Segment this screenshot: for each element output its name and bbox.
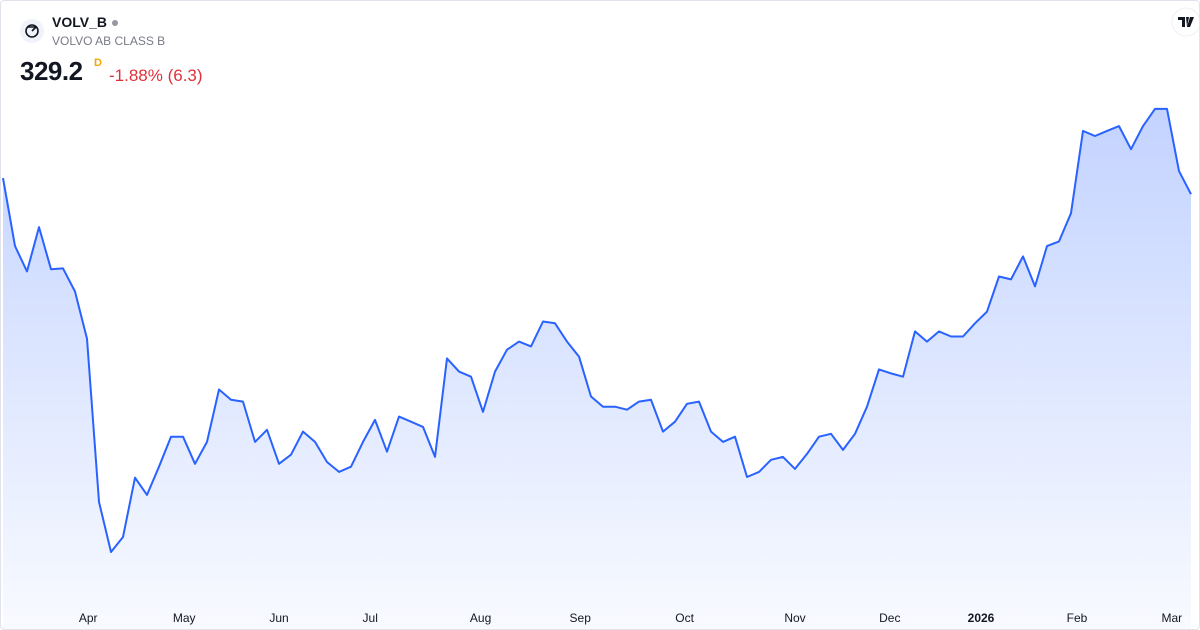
company-name: VOLVO AB CLASS B [52, 34, 166, 48]
status-dot [111, 20, 118, 27]
x-tick-label: Feb [1067, 611, 1088, 625]
tv-logo[interactable] [1171, 7, 1200, 37]
interval: D [94, 57, 102, 69]
area-fill [3, 108, 1191, 629]
symbol-text: VOLV_B [52, 14, 107, 30]
x-tick-label: Mar [1161, 611, 1182, 625]
x-tick-label: Oct [675, 611, 694, 625]
symbol: VOLV_B [52, 14, 118, 30]
logo [20, 19, 44, 43]
x-tick-label: Apr [79, 611, 98, 625]
x-tick-label: May [173, 611, 196, 625]
x-tick-label: Aug [470, 611, 491, 625]
price-line [2, 107, 1192, 553]
price-change: -1.88% (6.3) [109, 66, 203, 85]
x-tick-label: 2026 [968, 611, 995, 625]
x-tick-label: Nov [784, 611, 805, 625]
x-tick-label: Dec [879, 611, 900, 625]
x-tick-label: Sep [570, 611, 592, 625]
x-tick-label: Jun [269, 611, 288, 625]
last-price: 329.2 [20, 56, 83, 86]
x-tick-label: Jul [363, 611, 378, 625]
